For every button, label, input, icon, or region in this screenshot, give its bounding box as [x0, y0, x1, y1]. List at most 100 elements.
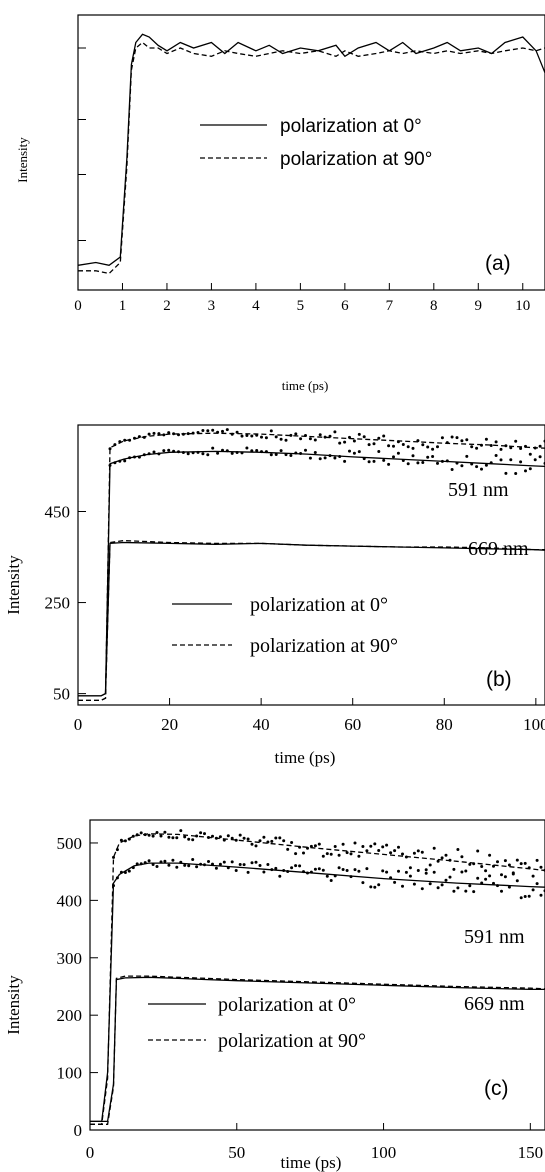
data-point	[262, 836, 265, 839]
data-point	[393, 881, 396, 884]
data-point	[385, 871, 388, 874]
data-point	[152, 863, 155, 866]
x-tick-label: 9	[475, 298, 483, 314]
x-tick-label: 40	[253, 715, 270, 734]
data-point	[250, 435, 253, 438]
data-point	[306, 872, 309, 875]
data-point	[172, 432, 175, 435]
data-point	[500, 890, 503, 893]
data-point	[239, 834, 242, 837]
data-point	[116, 876, 119, 879]
data-point	[495, 454, 498, 457]
data-point	[259, 864, 262, 867]
data-point	[294, 432, 297, 435]
plot-area	[90, 829, 545, 1124]
y-tick-label: 50	[53, 685, 70, 704]
data-point	[231, 860, 234, 863]
data-point	[456, 462, 459, 465]
data-point	[136, 862, 139, 865]
data-point	[219, 863, 222, 866]
data-point	[421, 851, 424, 854]
data-point	[211, 447, 214, 450]
data-point	[319, 457, 322, 460]
data-point	[431, 455, 434, 458]
data-point	[143, 436, 146, 439]
data-point	[215, 837, 218, 840]
data-point	[112, 856, 115, 859]
data-point	[309, 457, 312, 460]
data-point	[353, 452, 356, 455]
data-point	[397, 452, 400, 455]
data-point	[431, 448, 434, 451]
data-point	[270, 453, 273, 456]
data-point	[175, 836, 178, 839]
data-point	[278, 875, 281, 878]
data-point	[514, 440, 517, 443]
data-point	[250, 449, 253, 452]
data-point	[299, 437, 302, 440]
data-point	[504, 472, 507, 475]
data-point	[255, 844, 258, 847]
data-point	[353, 440, 356, 443]
data-point	[480, 882, 483, 885]
data-point	[289, 454, 292, 457]
x-tick-label: 5	[297, 298, 305, 314]
x-axis-label: time (ps)	[281, 1153, 342, 1172]
data-point	[441, 460, 444, 463]
data-point	[437, 886, 440, 889]
data-point	[402, 443, 405, 446]
data-point	[350, 875, 353, 878]
data-point	[460, 855, 463, 858]
data-point	[239, 863, 242, 866]
data-point	[484, 869, 487, 872]
data-point	[290, 841, 293, 844]
data-point	[476, 850, 479, 853]
data-point	[265, 436, 268, 439]
data-point	[112, 884, 115, 887]
data-point	[179, 829, 182, 832]
data-point	[361, 845, 364, 848]
data-point	[294, 852, 297, 855]
data-point	[144, 861, 147, 864]
data-point	[377, 883, 380, 886]
data-point	[216, 431, 219, 434]
data-point	[221, 449, 224, 452]
data-point	[528, 866, 531, 869]
x-tick-label: 10	[515, 298, 530, 314]
data-point	[223, 839, 226, 842]
data-point	[361, 881, 364, 884]
data-point	[409, 866, 412, 869]
data-point	[524, 469, 527, 472]
data-point	[412, 447, 415, 450]
data-point	[201, 452, 204, 455]
data-point	[157, 452, 160, 455]
data-point	[528, 895, 531, 898]
data-point	[480, 444, 483, 447]
data-point	[163, 831, 166, 834]
y-tick-label: 250	[45, 594, 71, 613]
data-point	[314, 868, 317, 871]
data-point	[160, 835, 163, 838]
data-point	[330, 853, 333, 856]
data-point	[329, 454, 332, 457]
data-point	[539, 445, 542, 448]
data-point	[539, 455, 542, 458]
data-point	[274, 867, 277, 870]
data-point	[227, 866, 230, 869]
data-point	[236, 451, 239, 454]
data-point	[140, 831, 143, 834]
data-point	[163, 860, 166, 863]
data-point	[452, 868, 455, 871]
data-point	[192, 432, 195, 435]
data-point	[387, 444, 390, 447]
data-point	[456, 886, 459, 889]
data-point	[536, 882, 539, 885]
data-point	[363, 435, 366, 438]
data-point	[472, 862, 475, 865]
x-tick-label: 7	[386, 298, 394, 314]
data-point	[282, 839, 285, 842]
data-point	[153, 432, 156, 435]
data-point	[270, 840, 273, 843]
data-point	[532, 875, 535, 878]
